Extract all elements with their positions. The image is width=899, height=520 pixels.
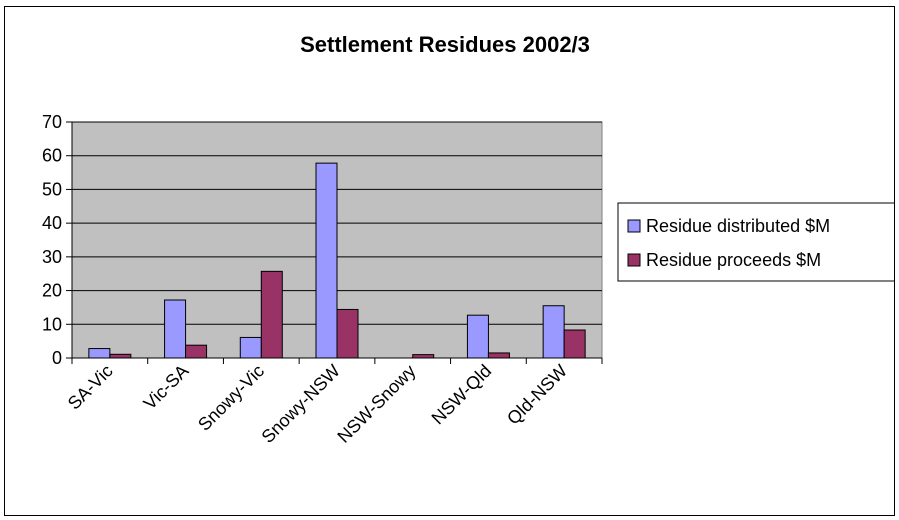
y-tick-label: 60 xyxy=(42,146,62,166)
x-tick-label: Qld-NSW xyxy=(503,361,571,429)
x-tick-label: NSW-Qld xyxy=(428,361,496,429)
y-tick-label: 40 xyxy=(42,213,62,233)
y-tick-label: 30 xyxy=(42,247,62,267)
y-tick-label: 0 xyxy=(52,348,62,368)
bar xyxy=(315,162,338,359)
legend-label: Residue proceeds $M xyxy=(646,250,821,270)
bar xyxy=(164,299,187,359)
x-tick-label: Snowy-Vic xyxy=(194,361,268,435)
bar xyxy=(185,344,208,359)
bar xyxy=(542,305,565,359)
bar xyxy=(109,353,132,359)
chart-svg: Settlement Residues 2002/3 0 10 20 30 40 50 60… xyxy=(42,32,894,447)
axes xyxy=(66,121,603,364)
y-axis-ticks: 0 10 20 30 40 50 60 70 xyxy=(42,112,62,368)
y-tick-label: 10 xyxy=(42,314,62,334)
x-tick-label: Vic-SA xyxy=(140,361,193,414)
legend-box xyxy=(617,202,894,282)
bar xyxy=(487,352,510,359)
chart-frame: Settlement Residues 2002/3 0 10 20 30 40 50 60… xyxy=(4,6,895,516)
bar xyxy=(239,336,262,359)
x-tick-label: SA-Vic xyxy=(64,361,117,414)
bar xyxy=(412,354,435,359)
x-tick-label: NSW-Snowy xyxy=(333,361,419,447)
y-tick-label: 70 xyxy=(42,112,62,132)
legend: Residue distributed $M Residue proceeds $… xyxy=(617,202,894,282)
bars xyxy=(88,162,586,359)
bar xyxy=(336,308,359,359)
bar xyxy=(260,270,283,359)
y-tick-label: 50 xyxy=(42,179,62,199)
legend-label: Residue distributed $M xyxy=(646,216,830,236)
legend-swatch xyxy=(627,219,641,233)
bar xyxy=(563,329,586,359)
bar xyxy=(466,314,489,359)
y-tick-label: 20 xyxy=(42,281,62,301)
x-tick-label: Snowy-NSW xyxy=(258,361,344,447)
chart-title: Settlement Residues 2002/3 xyxy=(300,32,590,57)
bar xyxy=(88,348,111,359)
legend-swatch xyxy=(627,253,641,267)
